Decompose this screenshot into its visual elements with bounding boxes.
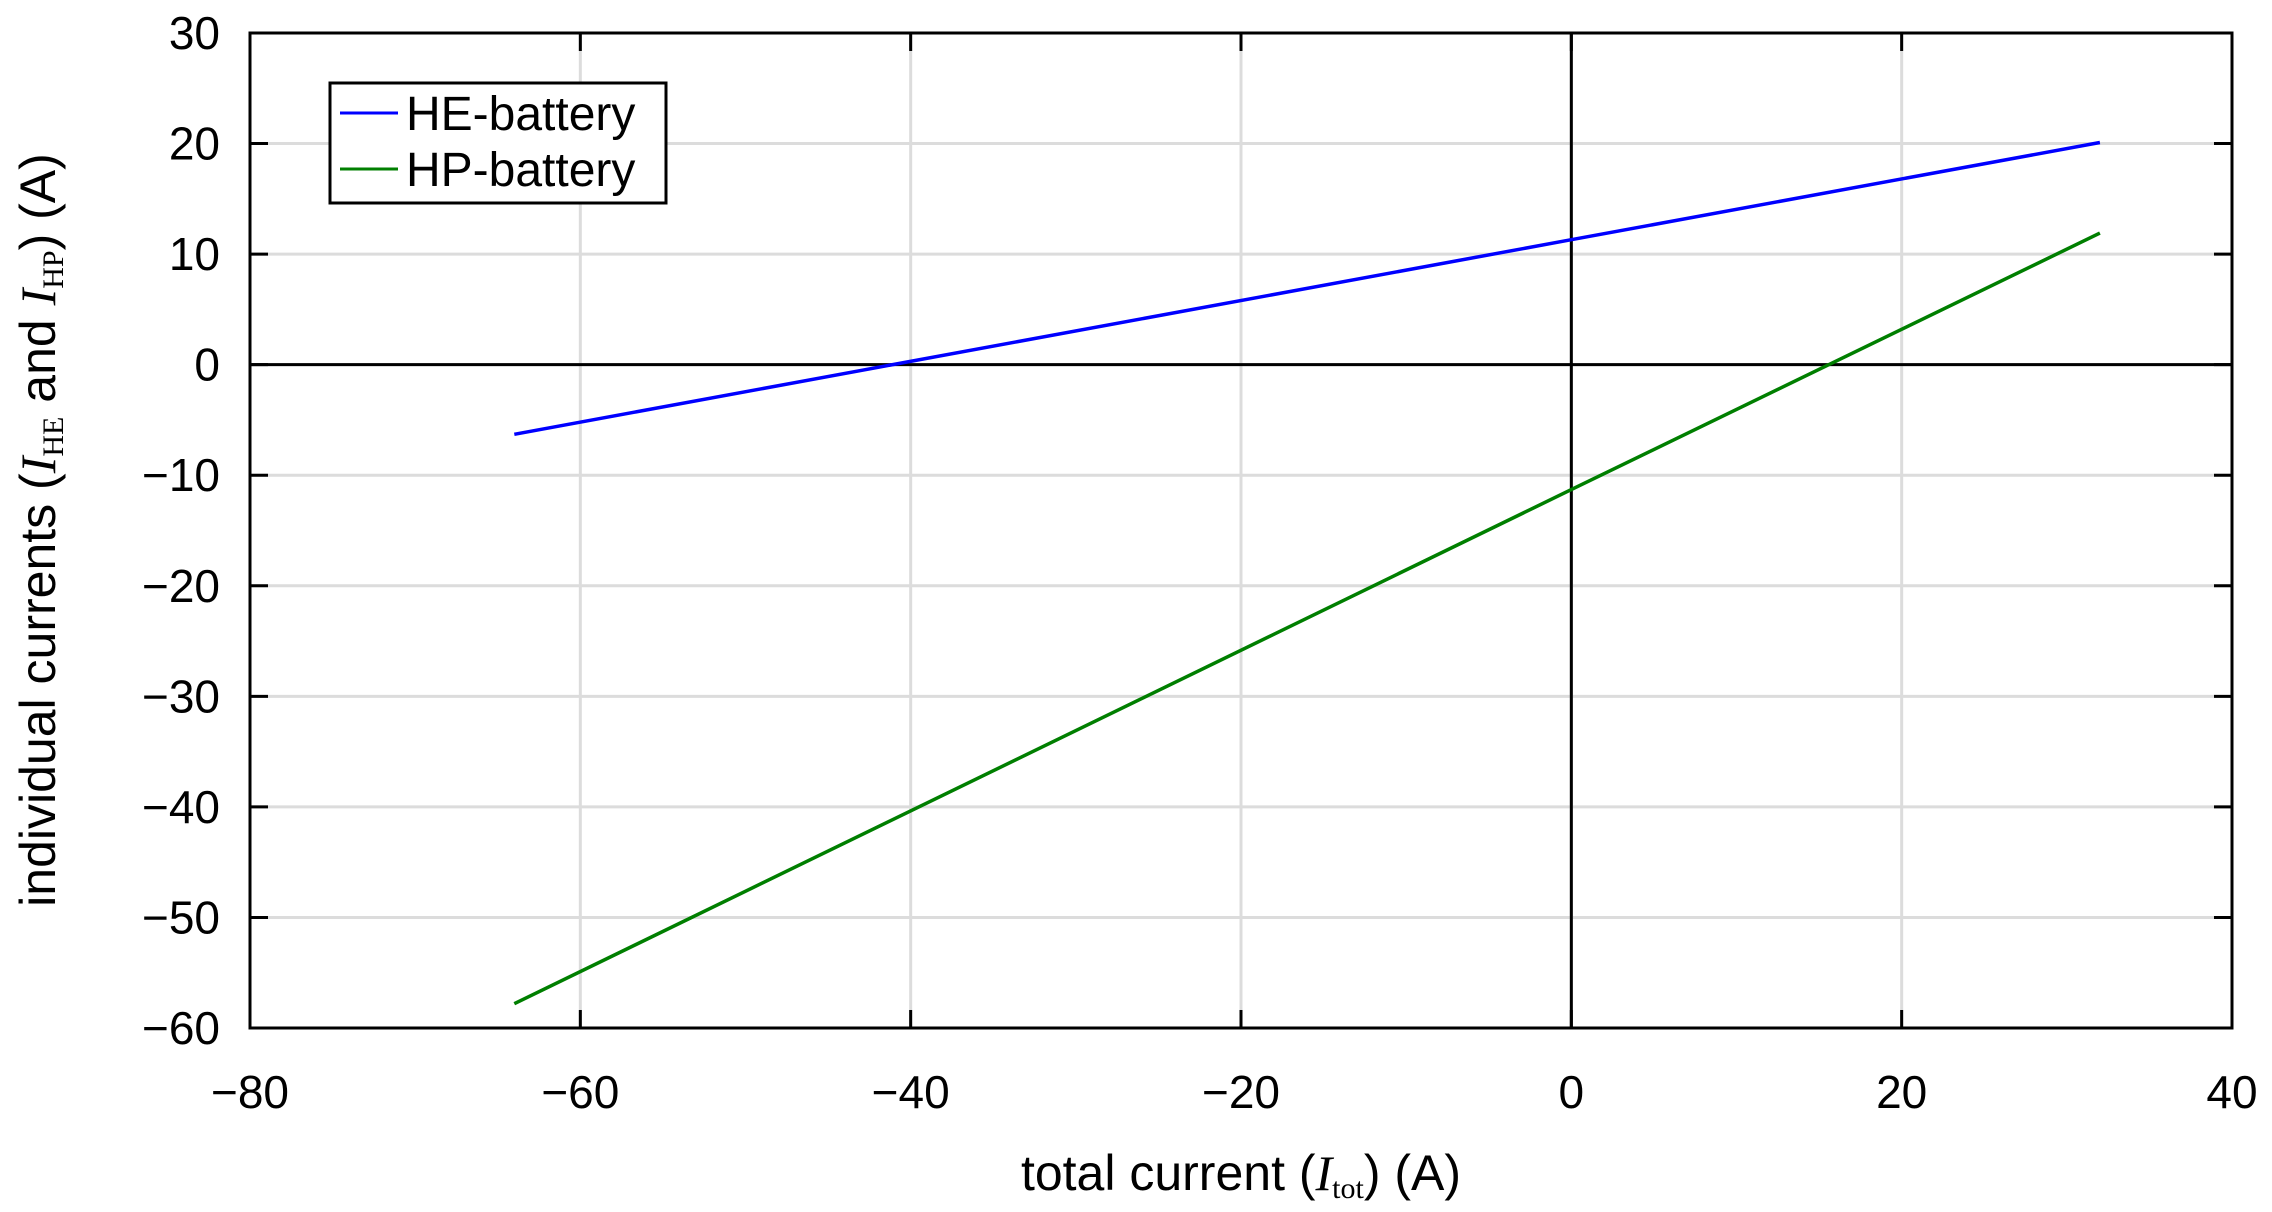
x-tick-label: −20	[1202, 1066, 1280, 1118]
y-tick-label: 10	[169, 228, 220, 280]
series-lines	[513, 140, 2101, 1006]
y-tick-label: −10	[142, 449, 220, 501]
y-tick-label: −50	[142, 891, 220, 943]
y-tick-label: 0	[194, 339, 220, 391]
y-tick-label: −30	[142, 670, 220, 722]
y-tick-labels: −60 −50 −40 −30 −20 −10 0 10 20 30	[142, 7, 220, 1054]
x-axis-title-prefix: total current (	[1021, 1145, 1316, 1201]
x-axis-title: total current (Itot) (A)	[1021, 1145, 1461, 1205]
x-tick-label: 20	[1876, 1066, 1927, 1118]
x-tick-labels: −80 −60 −40 −20 0 20 40	[211, 1066, 2258, 1118]
y-axis-title-var2: I	[10, 286, 66, 306]
y-axis-title: individual currents (IHE and IHP) (A)	[10, 153, 70, 907]
y-axis-title-sub2: HP	[37, 250, 70, 288]
y-tick-label: −40	[142, 781, 220, 833]
legend-box	[328, 81, 668, 205]
y-axis-title-suffix: ) (A)	[10, 153, 66, 250]
tick-marks	[248, 31, 2234, 1030]
zero-lines	[250, 33, 2232, 1028]
series-line-hp-battery	[513, 231, 2101, 1006]
legend-label-he-battery: HE-battery	[406, 88, 635, 141]
y-axis-title-var1: I	[10, 454, 66, 474]
x-tick-label: 0	[1559, 1066, 1585, 1118]
legend: HE-battery HP-battery	[328, 81, 668, 205]
x-tick-label: −40	[872, 1066, 950, 1118]
x-axis-title-suffix: ) (A)	[1364, 1145, 1461, 1201]
y-axis-title-sub1: HE	[37, 417, 70, 457]
x-tick-label: −80	[211, 1066, 289, 1118]
y-axis-title-prefix: individual currents (	[10, 473, 66, 907]
x-axis-title-var: I	[1315, 1145, 1335, 1201]
legend-label-hp-battery: HP-battery	[406, 144, 635, 197]
y-tick-label: −20	[142, 560, 220, 612]
x-tick-label: 40	[2206, 1066, 2257, 1118]
y-tick-label: 30	[169, 7, 220, 59]
x-axis-title-sub: tot	[1332, 1172, 1364, 1205]
y-tick-label: 20	[169, 118, 220, 170]
y-tick-label: −60	[142, 1002, 220, 1054]
series-line-he-battery	[513, 140, 2101, 437]
x-tick-label: −60	[541, 1066, 619, 1118]
y-axis-title-middle: and	[10, 305, 66, 416]
